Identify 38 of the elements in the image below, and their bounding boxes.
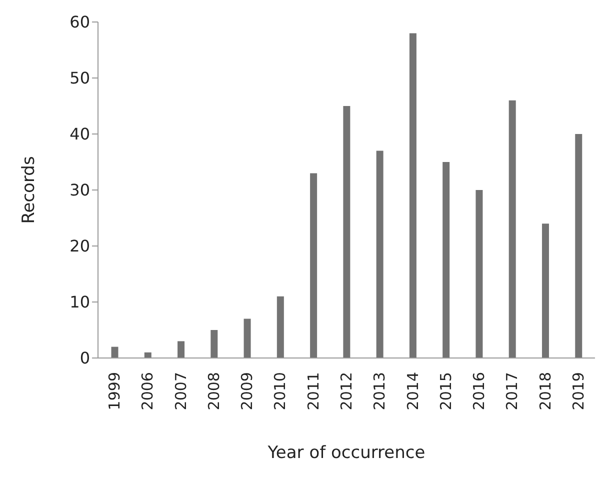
x-tick-label: 2017 [503,372,522,410]
y-tick-label: 20 [70,236,90,256]
bar [376,150,384,358]
x-tick-label: 1999 [106,372,124,410]
y-tick-label: 0 [80,348,90,368]
bar [343,106,350,358]
bar [409,33,416,358]
bar [575,134,582,358]
y-tick-label: 30 [70,180,90,200]
x-tick-label: 2007 [172,372,190,410]
x-tick-label: 2009 [238,372,256,410]
y-tick-label: 60 [70,12,90,32]
x-tick-label: 2018 [536,372,554,410]
bar [244,318,251,358]
y-tick-label: 10 [70,292,90,312]
y-tick-label: 50 [70,68,90,88]
bar [476,190,483,358]
x-tick-label: 2019 [569,372,588,410]
y-tick-label: 40 [70,124,90,144]
x-axis-title: Year of occurrence [266,443,426,463]
x-tick-label: 2010 [271,372,290,410]
x-tick-label: 2016 [470,372,488,410]
x-tick-label: 2006 [138,372,157,410]
bar [210,330,218,358]
bar [542,224,549,358]
x-tick-label: 2013 [370,372,389,410]
bar [276,296,284,358]
x-tick-label: 2015 [436,372,455,410]
x-tick-label: 2008 [204,372,223,410]
bar [111,346,118,358]
x-tick-label: 2014 [404,372,422,410]
y-axis-title: Records [19,156,40,224]
bar [442,162,450,358]
bar [310,173,318,358]
bar [178,341,185,358]
x-tick-label: 2012 [338,372,356,410]
x-tick-label: 2011 [304,372,322,410]
bar [508,100,516,358]
